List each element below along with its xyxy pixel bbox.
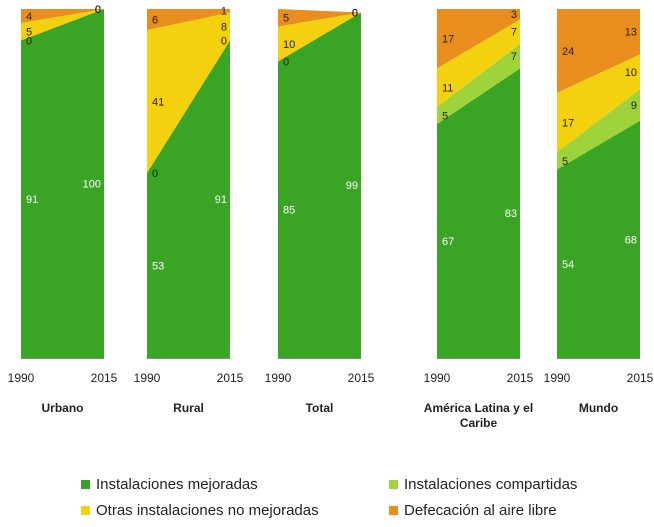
data-label-america-latina-y-el-caribe-instalaciones-compartidas-1990: 5	[442, 110, 448, 122]
data-label-mundo-instalaciones-compartidas-2015: 9	[631, 100, 637, 112]
data-label-total-defecacion-al-aire-libre-1990: 5	[283, 13, 289, 25]
data-label-urbano-instalaciones-compartidas-2015: 0	[95, 4, 101, 16]
data-label-mundo-defecacion-al-aire-libre-2015: 13	[625, 27, 637, 39]
area-mundo-instalaciones-mejoradas	[557, 120, 640, 359]
panel-title-rural: Rural	[173, 401, 204, 415]
data-label-urbano-instalaciones-mejoradas-1990: 91	[26, 194, 38, 206]
data-label-mundo-instalaciones-mejoradas-2015: 68	[625, 234, 637, 246]
panel-title-america-latina-y-el-caribe: América Latina y el Caribe	[424, 401, 533, 430]
panel-mundo: 54 68 5 9 17 10 24 13 1990 2015 Mundo	[544, 9, 654, 415]
data-label-rural-instalaciones-mejoradas-2015: 91	[215, 194, 227, 206]
legend-label-compartidas: Instalaciones compartidas	[404, 476, 578, 493]
area-rural-defecacion-al-aire-libre	[147, 9, 230, 30]
area-mundo-otras-instalaciones-no-mejoradas	[557, 54, 640, 153]
tick-label-urbano-2015: 2015	[91, 371, 118, 385]
area-america-latina-y-el-caribe-otras-instalaciones-no-mejoradas	[437, 19, 520, 107]
legend-item-compartidas: Instalaciones compartidas	[389, 476, 577, 493]
legend-swatch-compartidas	[389, 480, 398, 489]
data-label-mundo-otras-instalaciones-no-mejoradas-1990: 17	[562, 117, 574, 129]
area-america-latina-y-el-caribe-instalaciones-mejoradas	[437, 68, 520, 358]
data-label-america-latina-y-el-caribe-defecacion-al-aire-libre-1990: 17	[442, 34, 454, 46]
data-label-total-instalaciones-compartidas-2015: 0	[352, 7, 358, 19]
area-america-latina-y-el-caribe-defecacion-al-aire-libre	[437, 9, 520, 69]
data-label-total-otras-instalaciones-no-mejoradas-2015: 0	[352, 7, 358, 19]
legend-item-no-mejoradas: Otras instalaciones no mejoradas	[81, 502, 319, 519]
legend-swatch-aire-libre	[389, 506, 398, 515]
data-label-rural-instalaciones-mejoradas-1990: 53	[152, 261, 164, 273]
data-label-mundo-instalaciones-compartidas-1990: 5	[562, 156, 568, 168]
tick-label-mundo-2015: 2015	[627, 371, 654, 385]
data-label-america-latina-y-el-caribe-instalaciones-compartidas-2015: 7	[511, 51, 517, 63]
data-label-urbano-defecacion-al-aire-libre-2015: 0	[95, 4, 101, 16]
area-america-latina-y-el-caribe-instalaciones-compartidas	[437, 43, 520, 125]
tick-label-rural-2015: 2015	[217, 371, 244, 385]
data-label-america-latina-y-el-caribe-otras-instalaciones-no-mejoradas-1990: 11	[442, 83, 453, 95]
panel-america-latina-y-el-caribe: 67 83 5 7 11 7 17 3 1990 2015 América Latina y el C…	[424, 9, 534, 430]
data-label-total-instalaciones-mejoradas-1990: 85	[283, 205, 295, 217]
area-urbano-otras-instalaciones-no-mejoradas	[21, 9, 104, 41]
data-label-total-instalaciones-compartidas-1990: 0	[283, 56, 289, 68]
tick-label-america-latina-y-el-caribe-1990: 1990	[424, 371, 451, 385]
data-label-rural-otras-instalaciones-no-mejoradas-1990: 41	[152, 96, 164, 108]
tick-label-america-latina-y-el-caribe-2015: 2015	[507, 371, 534, 385]
data-label-total-defecacion-al-aire-libre-2015: 0	[352, 7, 358, 19]
data-label-urbano-otras-instalaciones-no-mejoradas-2015: 0	[95, 4, 101, 16]
panel-rural: 53 91 0 0 41 8 6 1 1990 2015 Rural	[134, 6, 244, 415]
area-urbano-defecacion-al-aire-libre	[21, 9, 104, 23]
legend-item-aire-libre: Defecación al aire libre	[389, 502, 557, 519]
legend-item-mejoradas: Instalaciones mejoradas	[81, 476, 258, 493]
data-label-rural-defecacion-al-aire-libre-1990: 6	[152, 14, 158, 26]
data-label-urbano-instalaciones-mejoradas-2015: 100	[83, 179, 101, 191]
data-label-rural-defecacion-al-aire-libre-2015: 1	[221, 6, 227, 18]
data-label-urbano-instalaciones-compartidas-1990: 0	[26, 35, 32, 47]
data-label-mundo-instalaciones-mejoradas-1990: 54	[562, 259, 574, 271]
legend: Instalaciones mejoradas Instalaciones co…	[0, 468, 654, 524]
area-total-defecacion-al-aire-libre	[278, 9, 361, 27]
data-label-america-latina-y-el-caribe-instalaciones-mejoradas-2015: 83	[505, 208, 517, 220]
data-label-mundo-defecacion-al-aire-libre-1990: 24	[562, 46, 574, 58]
tick-label-total-1990: 1990	[265, 371, 292, 385]
tick-label-rural-1990: 1990	[134, 371, 161, 385]
data-label-urbano-defecacion-al-aire-libre-1990: 4	[26, 11, 32, 23]
legend-swatch-mejoradas	[81, 480, 90, 489]
panel-title-mundo: Mundo	[579, 401, 618, 415]
data-label-total-otras-instalaciones-no-mejoradas-1990: 10	[283, 39, 295, 51]
panel-title-urbano: Urbano	[42, 401, 84, 415]
area-mundo-instalaciones-compartidas	[557, 89, 640, 170]
area-urbano-instalaciones-mejoradas	[21, 9, 104, 358]
area-mundo-defecacion-al-aire-libre	[557, 9, 640, 93]
data-label-urbano-otras-instalaciones-no-mejoradas-1990: 5	[26, 27, 32, 39]
area-rural-instalaciones-mejoradas	[147, 40, 230, 358]
area-rural-otras-instalaciones-no-mejoradas	[147, 12, 230, 174]
area-total-instalaciones-mejoradas	[278, 12, 361, 359]
panel-title-total: Total	[306, 401, 334, 415]
tick-label-mundo-1990: 1990	[544, 371, 571, 385]
data-label-rural-otras-instalaciones-no-mejoradas-2015: 8	[221, 21, 227, 33]
legend-label-no-mejoradas: Otras instalaciones no mejoradas	[96, 502, 319, 519]
legend-swatch-no-mejoradas	[81, 506, 90, 515]
legend-label-mejoradas: Instalaciones mejoradas	[96, 476, 258, 493]
tick-label-urbano-1990: 1990	[8, 371, 35, 385]
data-label-america-latina-y-el-caribe-defecacion-al-aire-libre-2015: 3	[511, 9, 517, 21]
legend-label-aire-libre: Defecación al aire libre	[404, 502, 557, 519]
data-label-rural-instalaciones-compartidas-2015: 0	[221, 35, 227, 47]
data-label-america-latina-y-el-caribe-otras-instalaciones-no-mejoradas-2015: 7	[511, 27, 517, 39]
data-label-total-instalaciones-mejoradas-2015: 99	[346, 180, 358, 192]
data-label-mundo-otras-instalaciones-no-mejoradas-2015: 10	[625, 67, 637, 79]
data-label-rural-instalaciones-compartidas-1990: 0	[152, 168, 158, 180]
tick-label-total-2015: 2015	[348, 371, 375, 385]
data-label-america-latina-y-el-caribe-instalaciones-mejoradas-1990: 67	[442, 236, 454, 248]
area-total-otras-instalaciones-no-mejoradas	[278, 12, 361, 62]
